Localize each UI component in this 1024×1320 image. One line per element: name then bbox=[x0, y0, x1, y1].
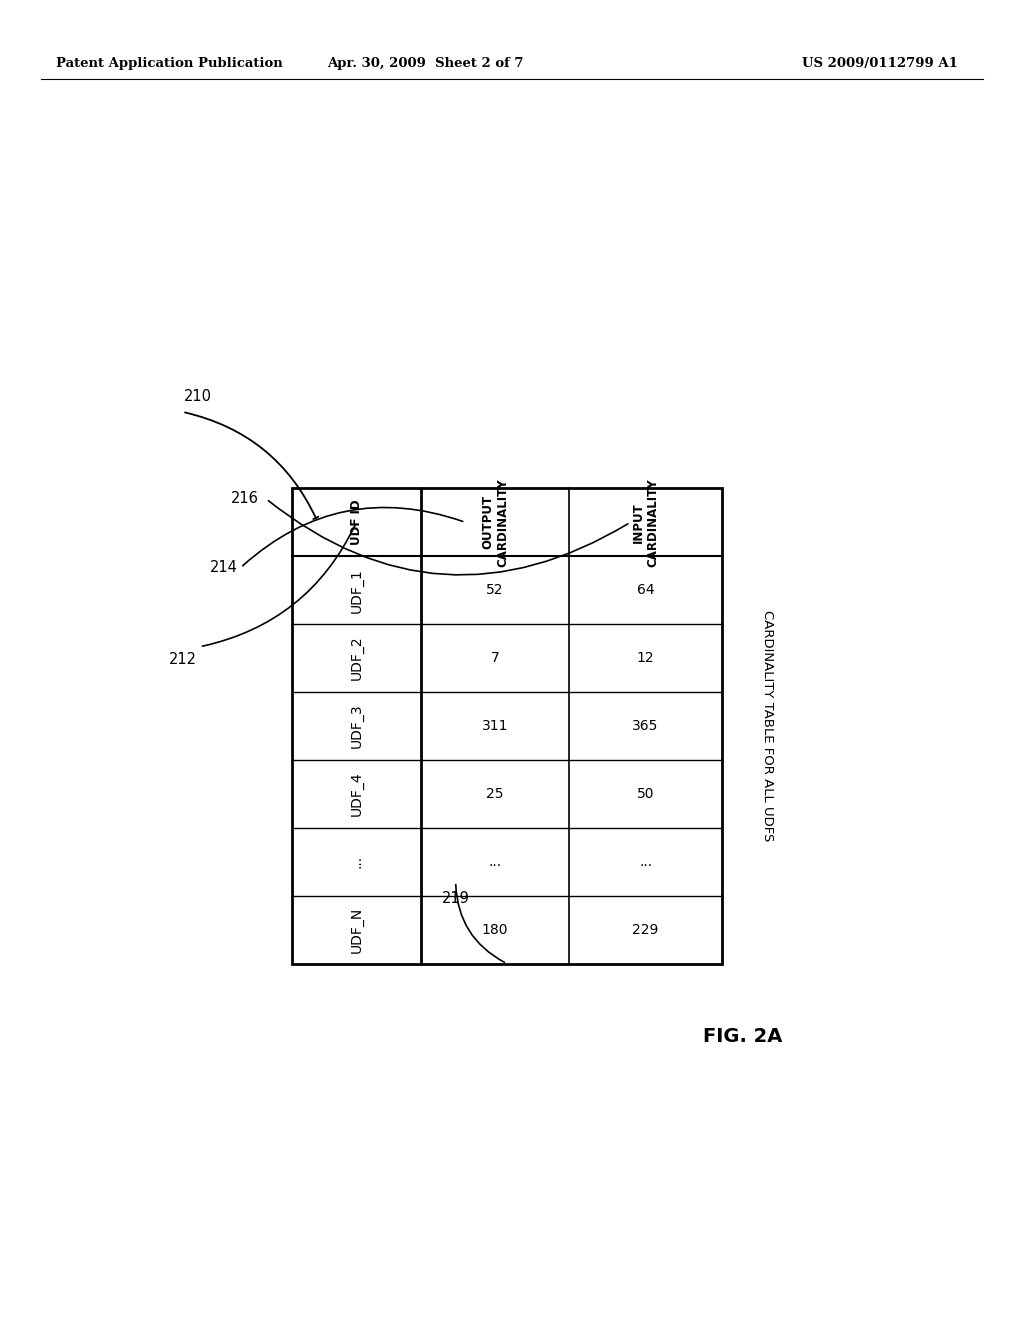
Bar bbox=[292, 488, 722, 964]
Text: UDF_3: UDF_3 bbox=[349, 704, 364, 748]
Text: 216: 216 bbox=[230, 491, 258, 507]
Text: Patent Application Publication: Patent Application Publication bbox=[56, 57, 283, 70]
Text: 64: 64 bbox=[637, 583, 654, 597]
Text: UDF_N: UDF_N bbox=[349, 907, 364, 953]
Text: ...: ... bbox=[639, 855, 652, 869]
Text: 229: 229 bbox=[633, 923, 658, 937]
Text: 52: 52 bbox=[486, 583, 504, 597]
Text: UDF_2: UDF_2 bbox=[349, 636, 364, 680]
Text: 219: 219 bbox=[441, 891, 470, 906]
Text: 50: 50 bbox=[637, 787, 654, 801]
Text: 25: 25 bbox=[486, 787, 504, 801]
Text: 12: 12 bbox=[637, 651, 654, 665]
Text: INPUT
CARDINALITY: INPUT CARDINALITY bbox=[632, 478, 659, 566]
Text: ...: ... bbox=[488, 855, 502, 869]
Text: OUTPUT
CARDINALITY: OUTPUT CARDINALITY bbox=[481, 478, 509, 566]
Text: Apr. 30, 2009  Sheet 2 of 7: Apr. 30, 2009 Sheet 2 of 7 bbox=[327, 57, 523, 70]
Text: UDF ID: UDF ID bbox=[350, 499, 362, 545]
Text: US 2009/0112799 A1: US 2009/0112799 A1 bbox=[802, 57, 957, 70]
Text: 311: 311 bbox=[482, 719, 508, 733]
Text: CARDINALITY TABLE FOR ALL UDFS: CARDINALITY TABLE FOR ALL UDFS bbox=[762, 610, 774, 842]
Text: 7: 7 bbox=[490, 651, 500, 665]
Text: 365: 365 bbox=[633, 719, 658, 733]
Text: 212: 212 bbox=[169, 652, 197, 668]
Text: UDF_1: UDF_1 bbox=[349, 568, 364, 612]
Text: 214: 214 bbox=[210, 560, 238, 576]
Text: 210: 210 bbox=[184, 388, 212, 404]
Text: UDF_4: UDF_4 bbox=[349, 772, 364, 816]
Text: FIG. 2A: FIG. 2A bbox=[702, 1027, 782, 1045]
Text: ...: ... bbox=[349, 855, 364, 869]
Text: 180: 180 bbox=[482, 923, 508, 937]
